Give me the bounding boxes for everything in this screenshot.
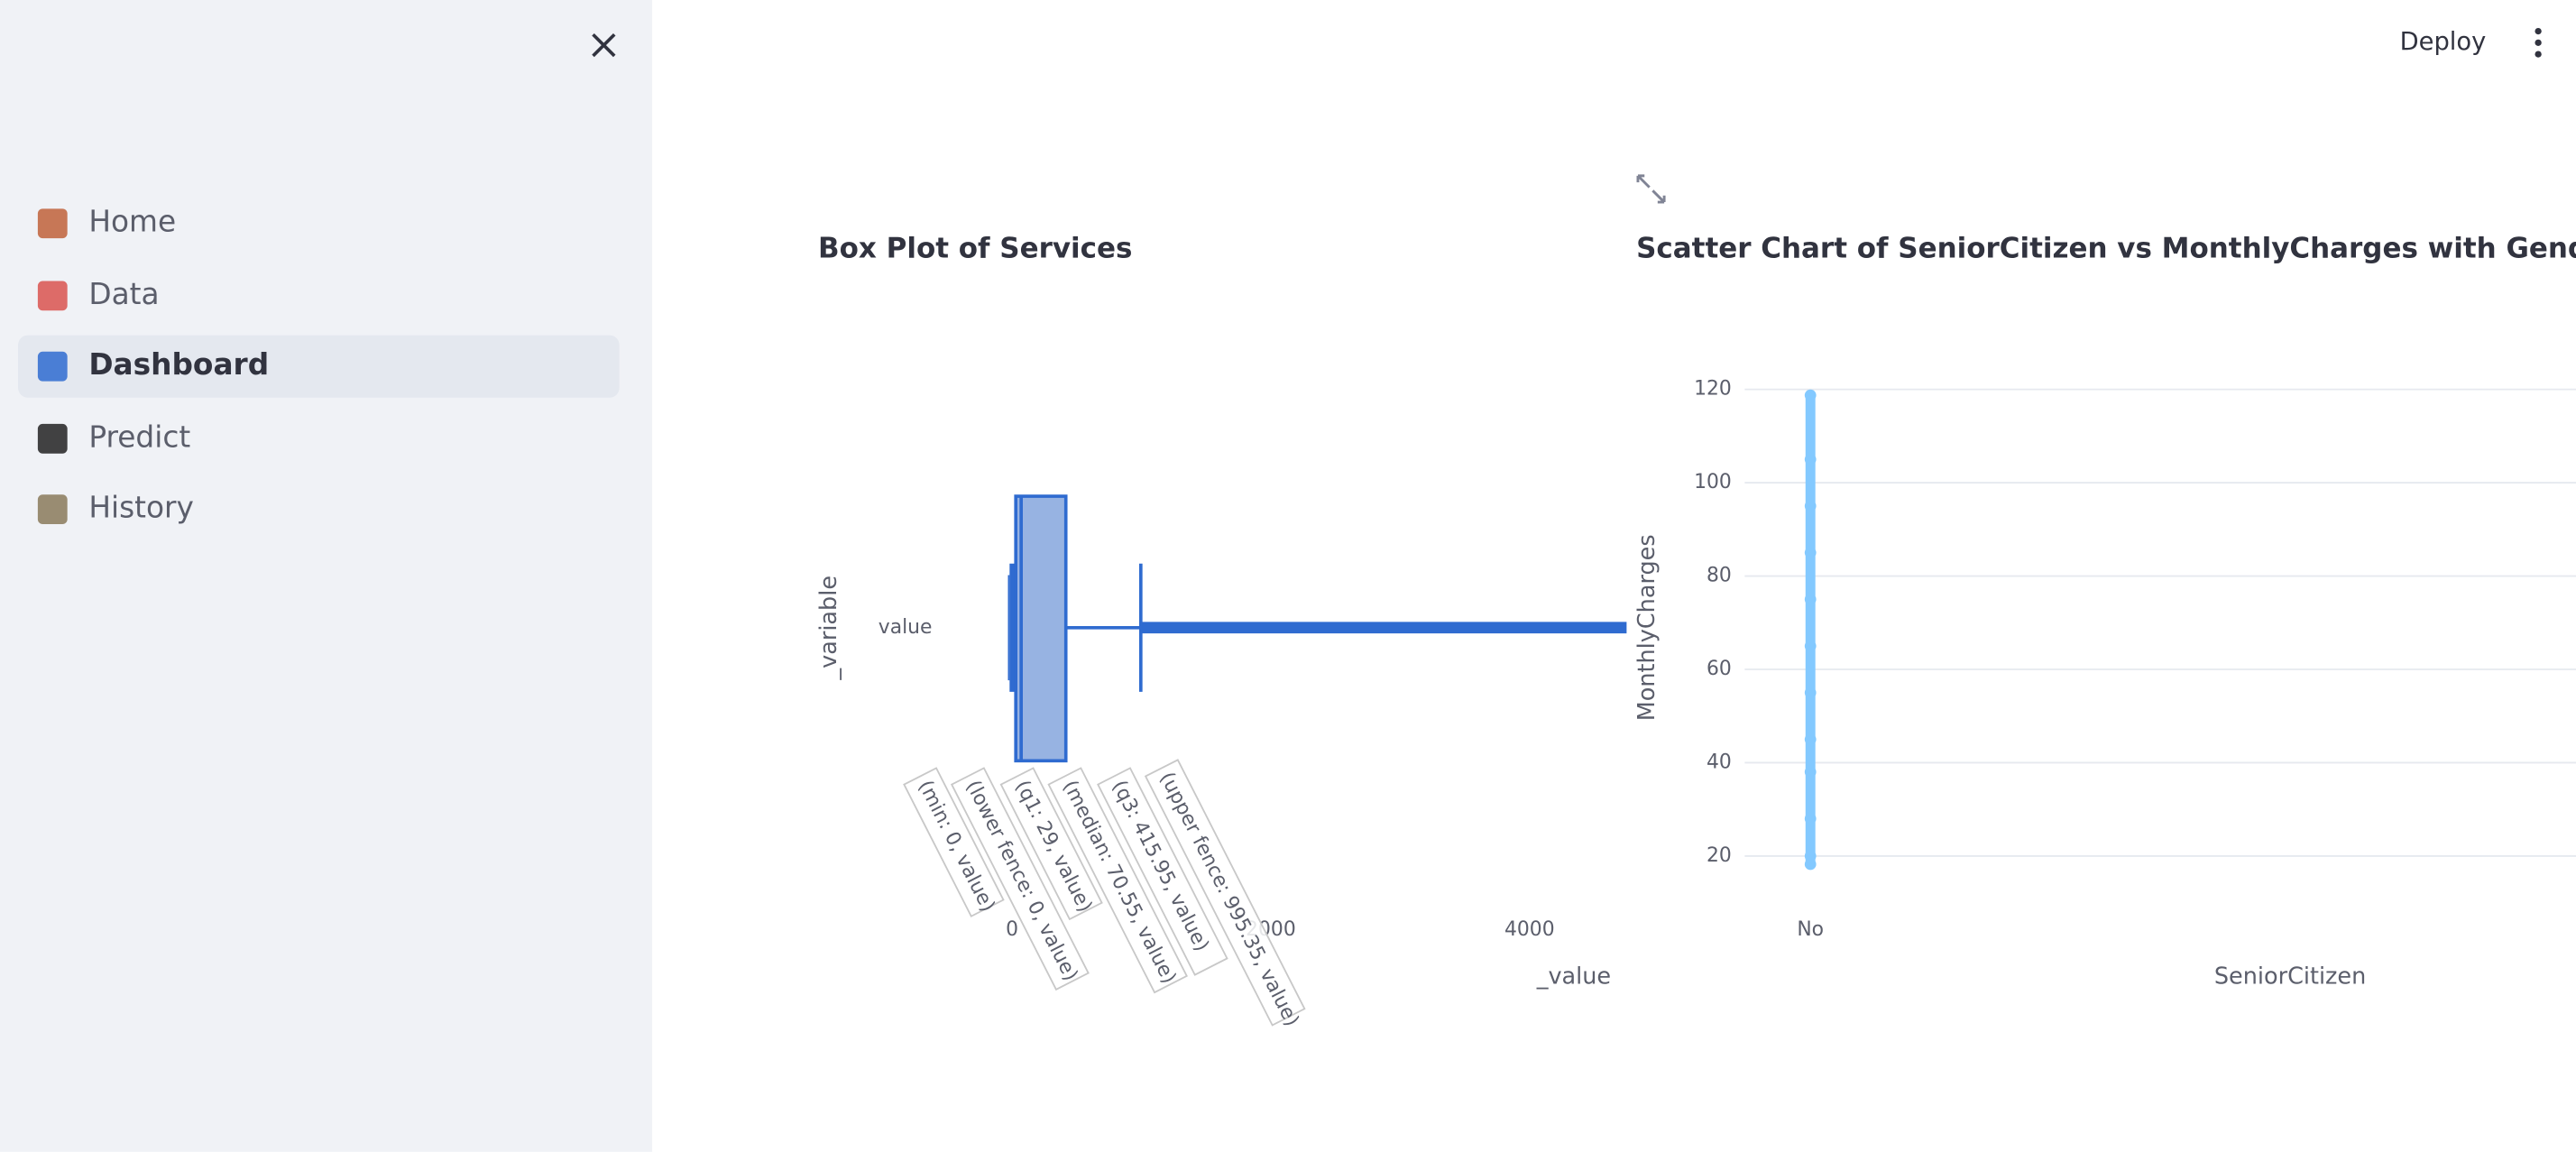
y-tick-label: 60 (1707, 658, 1732, 680)
nav-icon (37, 351, 68, 382)
nav-icon (37, 281, 68, 311)
nav-icon (37, 494, 68, 525)
nav-item[interactable]: Predict (88, 419, 190, 454)
fullscreen-button[interactable] (1636, 174, 1666, 204)
x-axis-title: _value (1536, 963, 1611, 991)
sidebar (0, 0, 653, 1152)
chart-title: Box Plot of Services (818, 232, 1132, 264)
box (1014, 494, 1068, 763)
chart-title: Scatter Chart of SeniorCitizen vs Monthl… (1636, 232, 2576, 264)
hover-label-box (950, 767, 1090, 991)
deploy-button[interactable]: Deploy (2400, 28, 2487, 56)
nav-icon (37, 208, 68, 239)
x-tick-label: No (1797, 918, 1824, 941)
close-button[interactable] (592, 32, 616, 58)
nav-item[interactable]: Dashboard (88, 347, 269, 382)
hover-label-box (1097, 767, 1228, 976)
x-tick-label: 4000 (1504, 918, 1555, 941)
x-axis-title: SeniorCitizen (2214, 963, 2366, 991)
y-tick-label: 120 (1694, 378, 1732, 401)
nav-item[interactable]: History (88, 491, 194, 525)
nav-item[interactable]: Data (88, 277, 159, 311)
y-axis-title: _variable (815, 576, 842, 681)
hover-label-box (1047, 767, 1188, 994)
nav-selected-bg (18, 335, 620, 398)
hover-label-box (903, 767, 1005, 917)
hover-label-box (999, 767, 1103, 921)
y-tick-label: 100 (1694, 471, 1732, 493)
y-axis-title: MonthlyCharges (1633, 534, 1661, 721)
y-tick-label: value (879, 616, 933, 639)
x-tick-label: 0 (1006, 918, 1018, 941)
hover-label-box (1144, 759, 1306, 1027)
y-tick-label: 40 (1707, 751, 1732, 773)
y-tick-label: 20 (1707, 844, 1732, 867)
nav-icon (37, 423, 68, 454)
y-tick-label: 80 (1707, 565, 1732, 587)
menu-button[interactable] (2535, 27, 2542, 58)
nav-item[interactable]: Home (88, 205, 176, 239)
